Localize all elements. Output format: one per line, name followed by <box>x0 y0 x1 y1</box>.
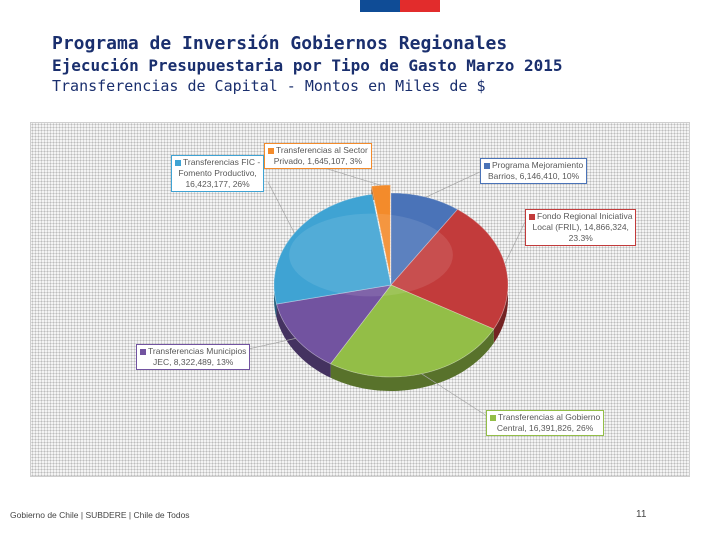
pie-slice-jec <box>276 284 392 365</box>
chart-subtitle: Transferencias de Capital - Montos en Mi… <box>52 77 486 95</box>
data-label-fic-fomento-productivo: Transferencias FIC - Fomento Productivo,… <box>171 155 265 192</box>
legend-swatch-icon <box>140 348 146 355</box>
data-label-fril: Fondo Regional Iniciativa Local (FRIL), … <box>525 209 637 246</box>
brand-bar-blue <box>360 0 400 12</box>
legend-swatch-icon <box>484 162 490 169</box>
page-subtitle: Ejecución Presupuestaria por Tipo de Gas… <box>52 56 563 75</box>
brand-bar-red <box>400 0 440 12</box>
data-label-programa-mejoramiento-barrios: Programa Mejoramiento Barrios, 6,146,410… <box>480 158 588 184</box>
brand-bar <box>360 0 440 12</box>
page-number: 11 <box>636 509 647 520</box>
pie-slice-side-jec <box>276 304 331 378</box>
leader-line-fril <box>504 221 526 264</box>
leader-line-pmb <box>425 169 485 198</box>
leader-line-gc <box>421 373 491 419</box>
pie-slice-gc <box>329 284 495 378</box>
data-label-sector-privado: Transferencias al Sector Privado, 1,645,… <box>264 143 372 169</box>
pie-highlight <box>289 213 453 297</box>
pie-slice-fic <box>273 193 392 305</box>
leader-line-fic <box>267 181 295 234</box>
page-title: Programa de Inversión Gobiernos Regional… <box>52 33 508 54</box>
pie-slice-fril <box>390 208 509 330</box>
pie-slice-side-gc <box>330 329 494 391</box>
data-label-municipios-jec: Transferencias Municipios JEC, 8,322,489… <box>136 344 251 370</box>
legend-swatch-icon <box>529 213 535 220</box>
legend-swatch-icon <box>490 414 496 421</box>
data-label-gobierno-central: Transferencias al Gobierno Central, 16,3… <box>486 410 605 436</box>
legend-swatch-icon <box>175 159 181 166</box>
legend-swatch-icon <box>268 147 274 154</box>
footer-text: Gobierno de Chile | SUBDERE | Chile de T… <box>10 510 190 520</box>
